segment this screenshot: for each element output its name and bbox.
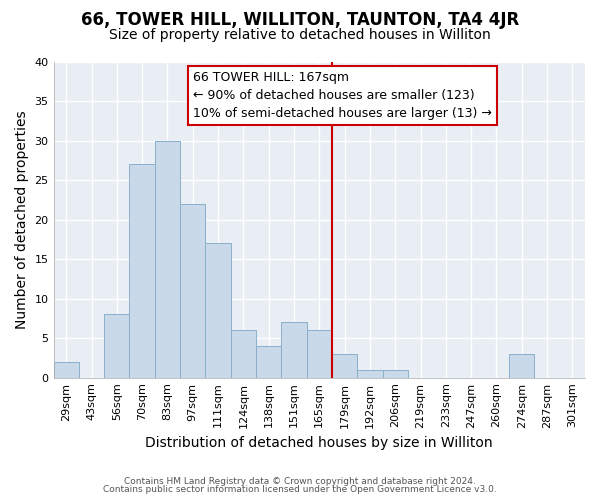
X-axis label: Distribution of detached houses by size in Williton: Distribution of detached houses by size … bbox=[145, 436, 493, 450]
Text: Contains HM Land Registry data © Crown copyright and database right 2024.: Contains HM Land Registry data © Crown c… bbox=[124, 477, 476, 486]
Bar bbox=[104, 314, 130, 378]
Text: Size of property relative to detached houses in Williton: Size of property relative to detached ho… bbox=[109, 28, 491, 42]
Text: 66 TOWER HILL: 167sqm
← 90% of detached houses are smaller (123)
10% of semi-det: 66 TOWER HILL: 167sqm ← 90% of detached … bbox=[193, 71, 491, 120]
Bar bbox=[281, 322, 307, 378]
Bar bbox=[53, 362, 79, 378]
Bar bbox=[307, 330, 332, 378]
Bar bbox=[332, 354, 357, 378]
Bar bbox=[130, 164, 155, 378]
Y-axis label: Number of detached properties: Number of detached properties bbox=[15, 110, 29, 329]
Bar bbox=[383, 370, 408, 378]
Bar bbox=[205, 244, 230, 378]
Bar bbox=[180, 204, 205, 378]
Bar bbox=[155, 140, 180, 378]
Text: Contains public sector information licensed under the Open Government Licence v3: Contains public sector information licen… bbox=[103, 485, 497, 494]
Bar bbox=[509, 354, 535, 378]
Text: 66, TOWER HILL, WILLITON, TAUNTON, TA4 4JR: 66, TOWER HILL, WILLITON, TAUNTON, TA4 4… bbox=[81, 11, 519, 29]
Bar bbox=[230, 330, 256, 378]
Bar bbox=[357, 370, 383, 378]
Bar bbox=[256, 346, 281, 378]
